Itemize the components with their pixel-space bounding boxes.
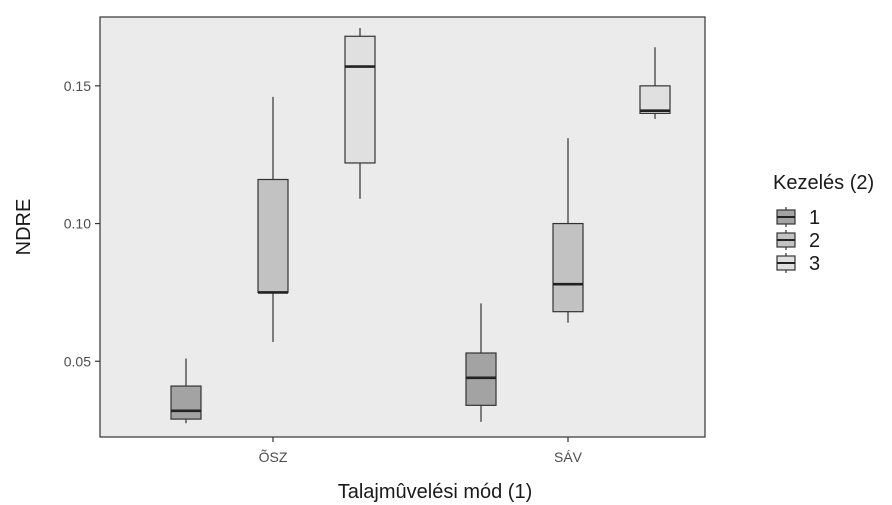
box-iqr	[344, 35, 376, 164]
x-axis: ÕSZ SÁV	[259, 437, 583, 465]
legend-item-3: 3	[776, 253, 820, 275]
x-tick-label: SÁV	[554, 449, 583, 465]
legend: Kezelés (2) 123	[773, 172, 874, 275]
plot-panel	[99, 16, 706, 438]
x-tick-label: ÕSZ	[259, 449, 288, 465]
x-axis-title: Talajmûvelési mód (1)	[338, 481, 533, 503]
y-tick-label: 0.10	[64, 216, 91, 232]
legend-label: 3	[809, 253, 820, 275]
legend-label: 2	[809, 230, 820, 252]
box-iqr	[257, 178, 289, 294]
y-tick-label: 0.15	[64, 78, 91, 94]
y-tick-label: 0.05	[64, 353, 91, 369]
box-iqr	[552, 222, 584, 313]
legend-label: 1	[809, 207, 820, 229]
box-iqr	[170, 385, 202, 420]
box-layer	[170, 28, 671, 424]
box-series-2-ÕSZ	[257, 96, 289, 342]
box-series-1-ÕSZ	[170, 358, 202, 424]
legend-item-2: 2	[776, 230, 820, 252]
box-series-1-SÁV	[465, 303, 497, 422]
legend-title: Kezelés (2)	[773, 172, 874, 194]
legend-item-1: 1	[776, 207, 820, 229]
box-series-3-SÁV	[639, 47, 671, 119]
box-series-2-SÁV	[552, 138, 584, 323]
y-axis: 0.05 0.10 0.15	[64, 78, 100, 369]
y-axis-title: NDRE	[13, 199, 35, 256]
box-iqr	[465, 352, 497, 406]
box-series-3-ÕSZ	[344, 28, 376, 199]
box-iqr	[639, 85, 671, 114]
